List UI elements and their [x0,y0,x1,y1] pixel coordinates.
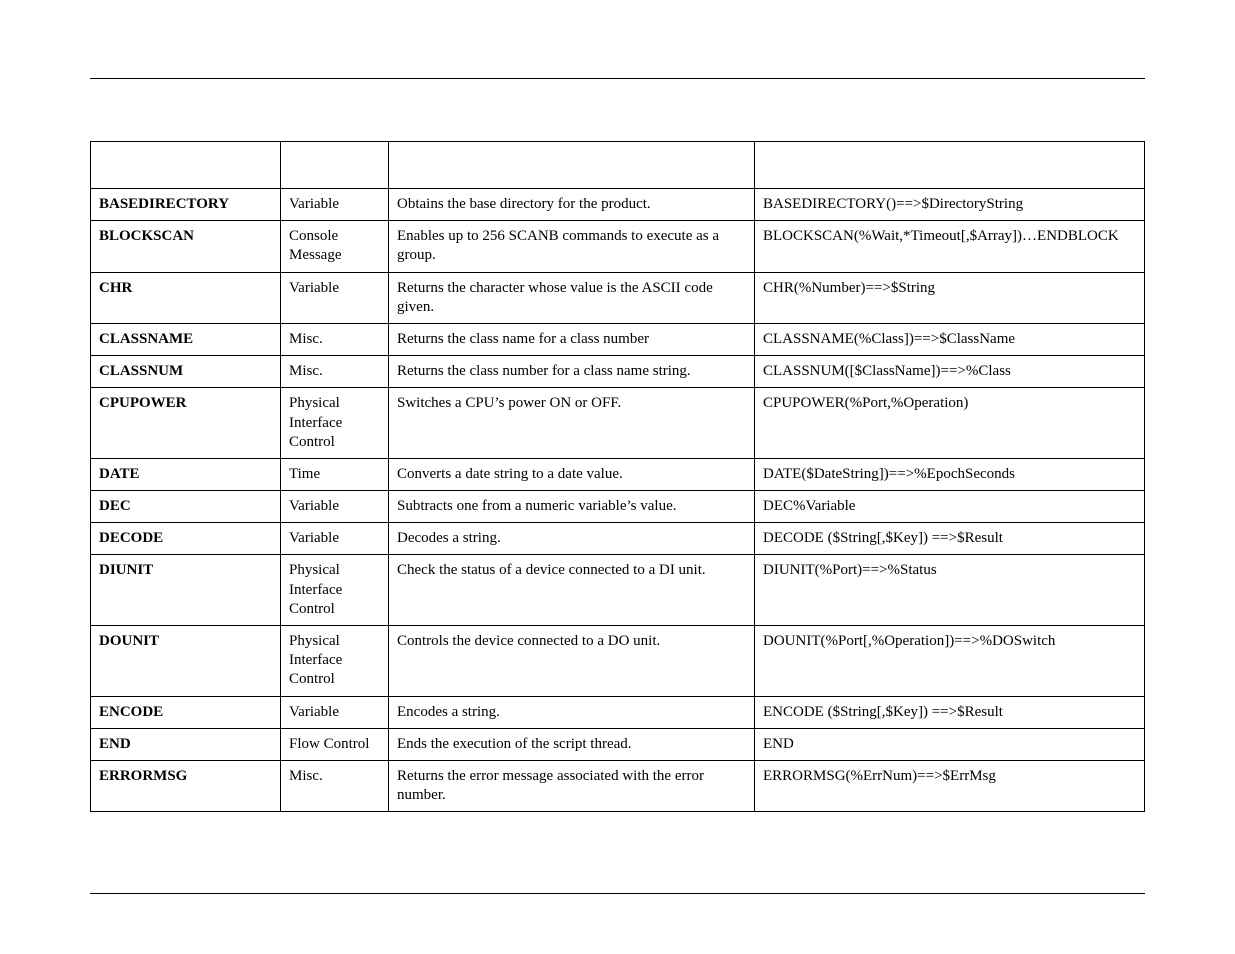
cell-category: Variable [281,523,389,555]
cell-syntax: DIUNIT(%Port)==>%Status [755,555,1145,626]
cell-category: Physical Interface Control [281,626,389,697]
cell-category: Variable [281,189,389,221]
cell-syntax: DEC%Variable [755,491,1145,523]
cell-command-name: DEC [91,491,281,523]
cell-syntax: CLASSNAME(%Class])==>$ClassName [755,323,1145,355]
cell-command-name: ENCODE [91,696,281,728]
table-row: DECODE VariableDecodes a string.DECODE ($… [91,523,1145,555]
table-row: CLASSNUM Misc.Returns the class number fo… [91,356,1145,388]
cell-description: Controls the device connected to a DO un… [389,626,755,697]
table-row: END Flow ControlEnds the execution of the… [91,728,1145,760]
cell-category: Variable [281,272,389,323]
cell-syntax: END [755,728,1145,760]
bottom-horizontal-rule [90,893,1145,894]
cell-syntax: BLOCKSCAN(%Wait,*Timeout[,$Array])…ENDBL… [755,221,1145,272]
command-name: CPUPOWER [99,395,187,411]
command-name: DEC [99,498,131,514]
command-name: BASEDIRECTORY [99,196,229,212]
cell-description: Returns the class name for a class numbe… [389,323,755,355]
table-row: DATE TimeConverts a date string to a date… [91,458,1145,490]
cell-command-name: DOUNIT [91,626,281,697]
cell-command-name: CPUPOWER [91,388,281,459]
cell-category: Time [281,458,389,490]
cell-description: Converts a date string to a date value. [389,458,755,490]
command-reference-table: BASEDIRECTORYVariableObtains the base di… [90,141,1145,812]
cell-description: Returns the class number for a class nam… [389,356,755,388]
col-header-name [91,142,281,189]
command-name: DECODE [99,530,163,546]
cell-category: Variable [281,696,389,728]
cell-syntax: DOUNIT(%Port[,%Operation])==>%DOSwitch [755,626,1145,697]
cell-category: Physical Interface Control [281,388,389,459]
command-name: DOUNIT [99,633,159,649]
cell-description: Encodes a string. [389,696,755,728]
table-row: ERRORMSG Misc.Returns the error message a… [91,760,1145,811]
table-row: DIUNIT Physical Interface ControlCheck th… [91,555,1145,626]
cell-command-name: DATE [91,458,281,490]
col-header-description [389,142,755,189]
cell-command-name: CLASSNAME [91,323,281,355]
col-header-category [281,142,389,189]
cell-description: Ends the execution of the script thread. [389,728,755,760]
table-row: BASEDIRECTORY VariableObtains the base di… [91,189,1145,221]
cell-description: Subtracts one from a numeric variable’s … [389,491,755,523]
cell-description: Obtains the base directory for the produ… [389,189,755,221]
table-row: CHR VariableReturns the character whose v… [91,272,1145,323]
command-name: CHR [99,280,132,296]
cell-syntax: ERRORMSG(%ErrNum)==>$ErrMsg [755,760,1145,811]
command-name: BLOCKSCAN [99,228,194,244]
cell-category: Flow Control [281,728,389,760]
cell-category: Misc. [281,323,389,355]
table-body: BASEDIRECTORYVariableObtains the base di… [91,189,1145,812]
cell-category: Console Message [281,221,389,272]
table-header-row [91,142,1145,189]
table-row: BLOCKSCAN Console MessageEnables up to 25… [91,221,1145,272]
cell-description: Returns the character whose value is the… [389,272,755,323]
cell-syntax: DECODE ($String[,$Key]) ==>$Result [755,523,1145,555]
command-name: END [99,736,131,752]
cell-description: Switches a CPU’s power ON or OFF. [389,388,755,459]
cell-command-name: ERRORMSG [91,760,281,811]
table-row: CPUPOWER Physical Interface ControlSwitch… [91,388,1145,459]
cell-command-name: BLOCKSCAN [91,221,281,272]
cell-description: Decodes a string. [389,523,755,555]
cell-command-name: CLASSNUM [91,356,281,388]
cell-command-name: CHR [91,272,281,323]
table-row: ENCODE VariableEncodes a string.ENCODE ($… [91,696,1145,728]
cell-category: Variable [281,491,389,523]
cell-syntax: DATE($DateString])==>%EpochSeconds [755,458,1145,490]
command-name: ENCODE [99,704,163,720]
cell-description: Enables up to 256 SCANB commands to exec… [389,221,755,272]
command-name: CLASSNUM [99,363,183,379]
cell-syntax: CPUPOWER(%Port,%Operation) [755,388,1145,459]
table-row: DOUNIT Physical Interface ControlControls… [91,626,1145,697]
cell-category: Physical Interface Control [281,555,389,626]
cell-description: Returns the error message associated wit… [389,760,755,811]
cell-command-name: END [91,728,281,760]
cell-category: Misc. [281,356,389,388]
command-name: DIUNIT [99,562,153,578]
command-name: ERRORMSG [99,768,187,784]
cell-syntax: CHR(%Number)==>$String [755,272,1145,323]
cell-syntax: BASEDIRECTORY()==>$DirectoryString [755,189,1145,221]
cell-command-name: BASEDIRECTORY [91,189,281,221]
command-name: CLASSNAME [99,331,193,347]
col-header-syntax [755,142,1145,189]
table-row: DEC VariableSubtracts one from a numeric … [91,491,1145,523]
cell-syntax: ENCODE ($String[,$Key]) ==>$Result [755,696,1145,728]
cell-command-name: DECODE [91,523,281,555]
cell-syntax: CLASSNUM([$ClassName])==>%Class [755,356,1145,388]
cell-command-name: DIUNIT [91,555,281,626]
cell-description: Check the status of a device connected t… [389,555,755,626]
cell-category: Misc. [281,760,389,811]
table-row: CLASSNAME Misc.Returns the class name for… [91,323,1145,355]
command-name: DATE [99,466,140,482]
top-horizontal-rule [90,78,1145,79]
page: BASEDIRECTORYVariableObtains the base di… [0,0,1235,954]
